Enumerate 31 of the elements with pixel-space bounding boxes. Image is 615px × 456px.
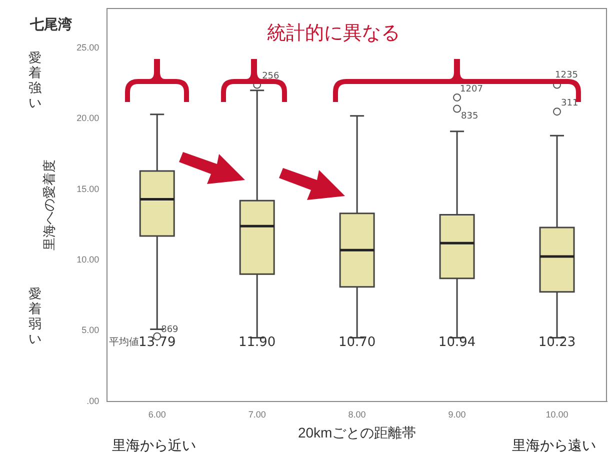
text: 愛着弱い xyxy=(28,287,42,348)
text: 七尾湾 xyxy=(30,16,72,34)
y-tick-label: .00 xyxy=(86,396,100,406)
text: 10.23 xyxy=(538,334,576,350)
annotation: 835 xyxy=(461,112,478,122)
annotation: 1235 xyxy=(555,70,578,81)
annotation: 869 xyxy=(161,325,179,336)
y-tick-label: 25.00 xyxy=(76,42,100,52)
y-tick-label: 10.00 xyxy=(76,254,100,265)
text: 里海から遠い xyxy=(512,437,596,455)
x-tick-label: 7.00 xyxy=(248,409,266,420)
x-tick-label: 6.00 xyxy=(148,409,166,420)
text: 10.70 xyxy=(338,334,376,350)
annotation: 256 xyxy=(262,72,280,82)
text: 10.94 xyxy=(438,334,476,350)
annotation: 311 xyxy=(561,98,578,108)
x-tick-label: 8.00 xyxy=(348,409,366,420)
y-tick-label: 20.00 xyxy=(76,113,100,124)
x-axis-title: 20kmごとの距離帯 xyxy=(298,424,416,440)
annotation: 1207 xyxy=(460,84,483,94)
text: 11.90 xyxy=(238,334,276,350)
x-tick-label: 9.00 xyxy=(448,409,466,420)
y-tick-label: 5.00 xyxy=(82,325,100,336)
x-tick-label: 10.00 xyxy=(546,409,568,420)
y-axis-title: 里海への愛着度 xyxy=(41,159,56,250)
text: 愛着強い xyxy=(28,50,42,112)
annotation: 平均値 xyxy=(109,336,140,350)
annotation: 統計的に異なる xyxy=(267,21,400,46)
text: 里海から近い xyxy=(112,437,196,455)
text: 13.79 xyxy=(138,334,176,350)
y-tick-label: 15.00 xyxy=(76,184,100,194)
